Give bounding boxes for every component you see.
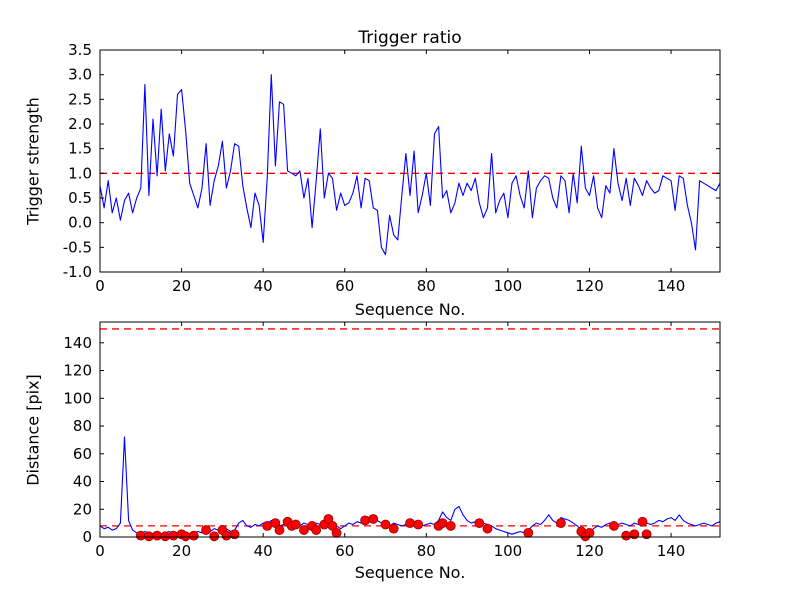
scatter-point: [160, 531, 171, 542]
y-tick-label: 3.5: [68, 41, 92, 59]
scatter-point: [135, 530, 146, 541]
scatter-point: [388, 523, 399, 534]
y-tick-label: 0.5: [68, 189, 92, 207]
scatter-point: [274, 525, 285, 535]
y-tick-label: 120: [63, 362, 92, 380]
x-axis-label-top: Sequence No.: [354, 300, 466, 319]
scatter-point: [405, 518, 415, 529]
scatter-point: [360, 515, 371, 526]
y-tick-label: 2.5: [68, 90, 92, 108]
scatter-point: [180, 531, 191, 542]
y-tick-label: 60: [73, 445, 92, 463]
scatter-point: [290, 519, 301, 530]
y-tick-label: 3.0: [68, 66, 92, 84]
x-tick-label: 80: [417, 542, 436, 560]
y-axis-label-trigger-strength: Trigger strength: [23, 97, 43, 225]
x-axis-label-bottom: Sequence No.: [354, 563, 466, 582]
axes-frame: [99, 321, 721, 538]
scatter-point: [262, 521, 273, 531]
x-tick-label: 100: [494, 542, 523, 560]
x-tick-label: 40: [254, 542, 273, 560]
chart-title: Trigger ratio: [358, 28, 462, 48]
scatter-point: [209, 531, 220, 542]
scatter-point: [152, 530, 163, 541]
y-tick-label: -1.0: [63, 263, 92, 281]
y-tick-label: 1.0: [68, 164, 92, 182]
scatter-point: [380, 519, 391, 530]
x-tick-label: 0: [95, 542, 105, 560]
x-tick-label: 20: [172, 277, 191, 295]
scatter-point: [482, 523, 493, 534]
scatter-point: [621, 530, 632, 541]
scatter-point: [437, 518, 448, 529]
scatter-point: [445, 521, 456, 531]
scatter-point: [188, 530, 199, 541]
scatter-point: [609, 521, 619, 531]
y-tick-label: 0: [82, 528, 92, 546]
scatter-point: [331, 527, 342, 538]
y-tick-label: 80: [73, 417, 92, 435]
scatter-point: [629, 529, 640, 540]
x-tick-label: 140: [657, 542, 686, 560]
scatter-point: [637, 516, 648, 527]
x-tick-label: 100: [494, 277, 523, 295]
x-tick-label: 40: [254, 277, 273, 295]
scatter-point: [299, 525, 309, 535]
x-tick-label: 60: [335, 542, 354, 560]
x-tick-label: 0: [95, 277, 105, 295]
scatter-point: [523, 527, 534, 538]
axes-frame: [99, 49, 721, 273]
y-axis-label-distance: Distance [pix]: [23, 374, 43, 486]
x-tick-label: 60: [335, 277, 354, 295]
y-tick-label: 0.0: [68, 214, 92, 232]
y-tick-label: 1.5: [68, 140, 92, 158]
scatter-point: [221, 530, 232, 541]
y-tick-label: -0.5: [63, 238, 92, 256]
scatter-point: [556, 518, 566, 529]
x-tick-label: 120: [575, 542, 604, 560]
scatter-point: [368, 514, 379, 524]
y-tick-label: 40: [73, 473, 92, 491]
y-tick-label: 2.0: [68, 115, 92, 133]
scatter-point: [168, 530, 179, 541]
axes-background: [100, 50, 720, 272]
trigger-strength-line: [99, 74, 721, 256]
x-tick-label: 20: [172, 542, 191, 560]
scatter-point: [474, 518, 485, 529]
scatter-point: [201, 525, 211, 535]
y-tick-label: 20: [73, 500, 92, 518]
scatter-point: [144, 531, 154, 542]
axes-background: [100, 322, 720, 537]
y-tick-label: 100: [63, 389, 92, 407]
scatter-point: [413, 519, 424, 530]
scatter-point: [311, 525, 322, 535]
x-tick-label: 140: [657, 277, 686, 295]
y-tick-label: 140: [63, 334, 92, 352]
x-tick-label: 80: [417, 277, 436, 295]
x-tick-label: 120: [575, 277, 604, 295]
scatter-point: [229, 529, 240, 540]
scatter-point: [641, 529, 652, 540]
